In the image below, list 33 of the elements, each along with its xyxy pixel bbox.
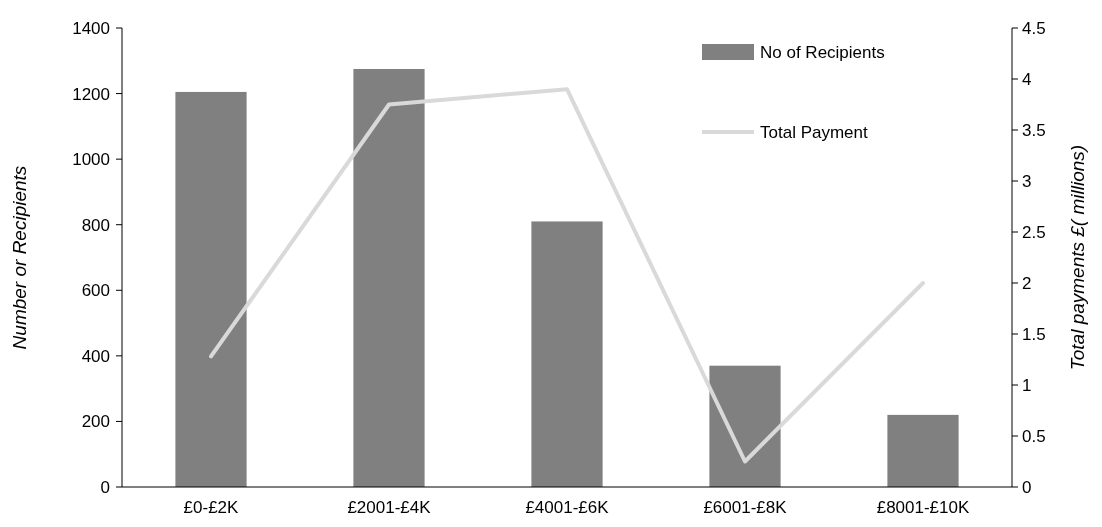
bar [887, 414, 959, 487]
y-tick-label: 200 [81, 412, 110, 432]
y2-tick-label: 4 [1022, 69, 1032, 89]
line-series [209, 87, 925, 464]
y-axis-title: Number or Recipients [9, 165, 30, 350]
y2-tick-label: 0 [1022, 477, 1032, 497]
bar [175, 91, 247, 487]
y2-tick-label: 3.5 [1022, 120, 1046, 140]
y2-tick-label: 1.5 [1022, 324, 1046, 344]
legend-label: Total Payment [760, 122, 868, 142]
x-tick-label: £0-£2K [183, 498, 240, 517]
x-tick-label: £6001-£8K [703, 498, 788, 517]
y2-axis-title: Total payments £( millions) [1067, 144, 1088, 371]
x-tick-label: £4001-£6K [525, 498, 610, 517]
bar [531, 221, 603, 487]
y-tick-label: 800 [81, 215, 110, 235]
legend-label: No of Recipients [760, 42, 885, 62]
y-tick-label: 1000 [72, 150, 110, 170]
y-tick-label: 1200 [72, 84, 110, 104]
y-tick-label: 0 [100, 477, 110, 497]
y2-tick-label: 0.5 [1022, 426, 1046, 446]
y2-tick-label: 4.5 [1022, 18, 1046, 38]
y2-tick-label: 3 [1022, 171, 1032, 191]
y-tick-label: 400 [81, 346, 110, 366]
y2-tick-label: 1 [1022, 375, 1032, 395]
y2-tick-label: 2 [1022, 273, 1032, 293]
y2-tick-label: 2.5 [1022, 222, 1046, 242]
bar [353, 68, 425, 487]
x-tick-label: £8001-£10K [876, 498, 970, 517]
y-tick-label: 600 [81, 281, 110, 301]
bar [709, 365, 781, 487]
x-tick-label: £2001-£4K [347, 498, 432, 517]
y-tick-label: 1400 [72, 18, 110, 38]
